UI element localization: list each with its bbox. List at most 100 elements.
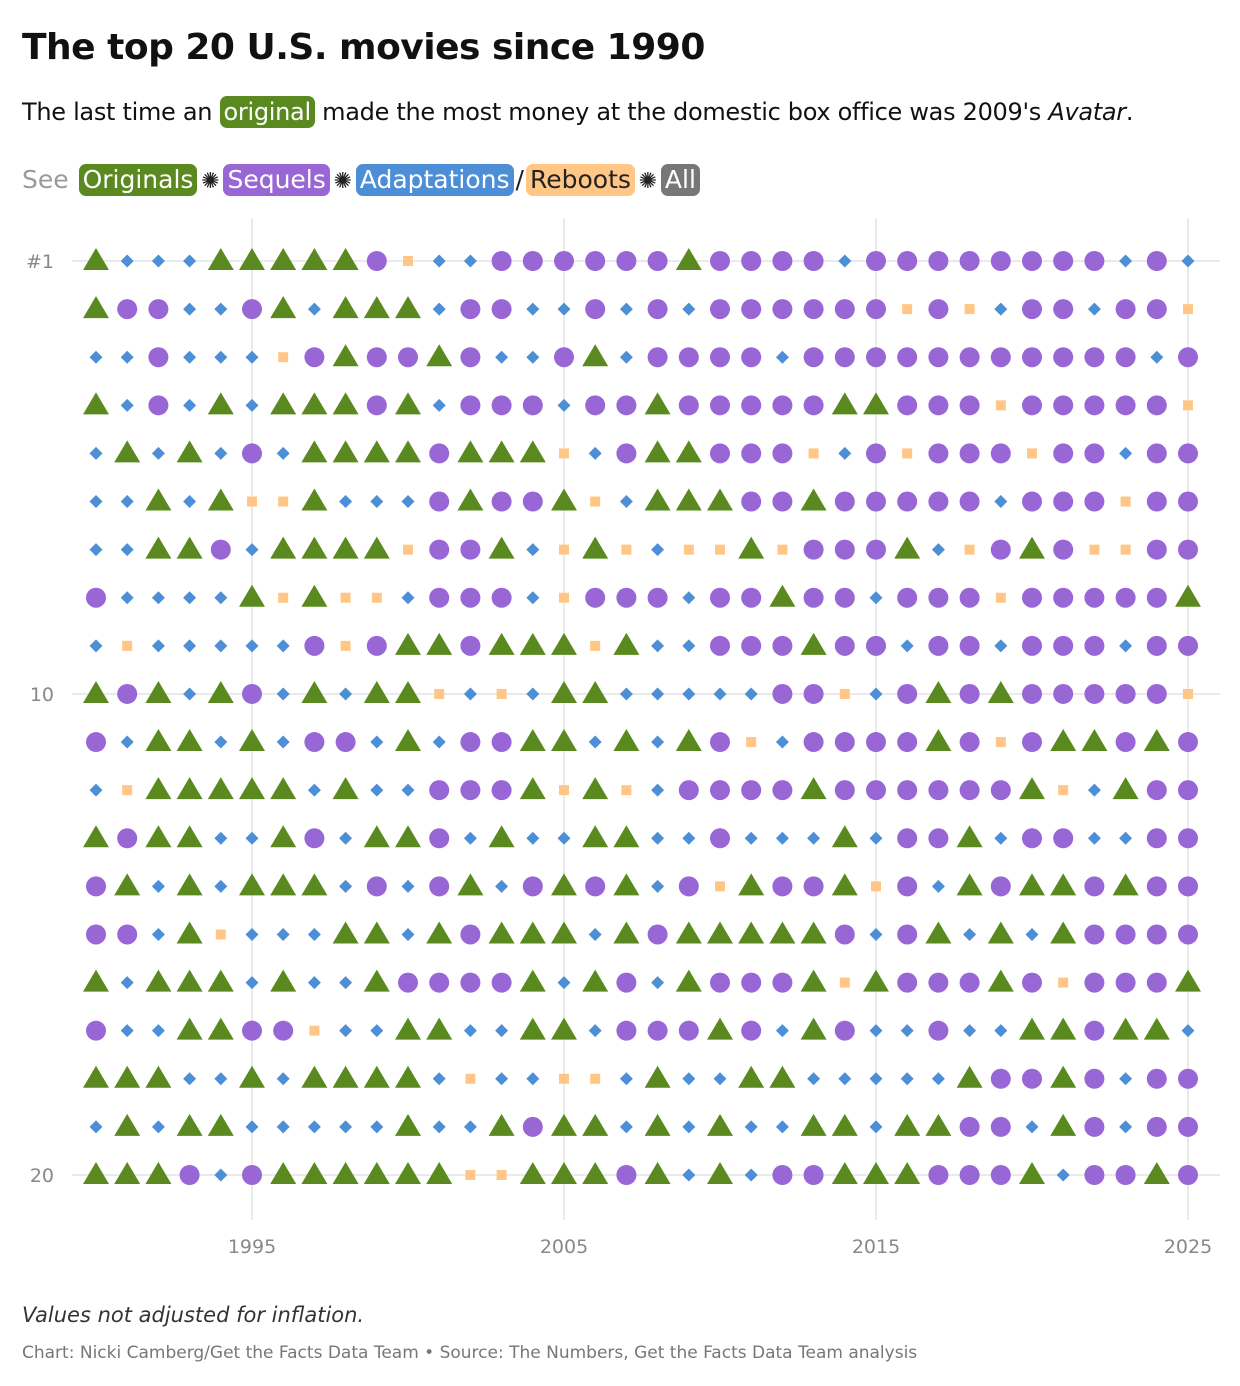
sequel-point: [522, 395, 543, 416]
sequel-point: [366, 347, 387, 368]
original-point: [145, 680, 172, 703]
sequel-point: [834, 299, 855, 320]
original-point: [114, 873, 141, 896]
sequel-point: [959, 732, 980, 753]
sequel-point: [772, 443, 793, 464]
adaptation-point: [183, 1072, 197, 1086]
adaptation-point: [1025, 1120, 1039, 1134]
adaptation-point: [120, 398, 134, 412]
adaptation-point: [401, 927, 415, 941]
adaptation-point: [651, 783, 665, 797]
sequel-point: [429, 587, 450, 608]
original-point: [395, 296, 421, 319]
filter-sequels-button[interactable]: Sequels: [223, 164, 330, 196]
sequel-point: [522, 876, 543, 897]
adaptation-point: [89, 495, 103, 509]
original-point: [800, 632, 827, 655]
original-point: [114, 1113, 141, 1136]
sequel-point: [242, 683, 262, 704]
sequel-point: [117, 299, 138, 320]
original-point: [176, 440, 203, 463]
original-point: [956, 1065, 983, 1088]
sequel-point: [710, 347, 730, 368]
adaptation-point: [214, 879, 228, 893]
sequel-point: [1115, 587, 1136, 608]
original-point: [239, 777, 265, 800]
filter-originals-button[interactable]: Originals: [78, 164, 198, 196]
original-point: [675, 921, 702, 944]
sequel-point: [460, 299, 481, 320]
sequel-point: [928, 587, 949, 608]
separator-star-icon: ✺: [638, 169, 658, 194]
filter-reboots-button[interactable]: Reboots: [525, 164, 635, 196]
sequel-point: [834, 347, 855, 368]
adaptation-point: [682, 831, 696, 845]
original-point: [1019, 536, 1045, 559]
sequel-point: [1022, 828, 1042, 849]
adaptation-point: [89, 543, 103, 557]
adaptation-point: [401, 879, 415, 893]
sequel-point: [928, 972, 949, 993]
reboot-point: [496, 1170, 507, 1180]
sequel-point: [1022, 491, 1042, 512]
adaptation-point: [1181, 1024, 1195, 1038]
sequel-point: [772, 491, 793, 512]
sequel-point: [1022, 635, 1042, 656]
sequel-point: [647, 924, 668, 945]
original-point: [332, 344, 359, 367]
original-point: [519, 440, 546, 463]
original-point: [207, 248, 234, 270]
adaptation-point: [1056, 1168, 1070, 1182]
reboot-point: [1089, 544, 1100, 555]
adaptation-point: [775, 831, 789, 845]
sequel-point: [959, 443, 980, 464]
original-point: [738, 921, 765, 944]
original-point: [551, 729, 577, 752]
original-point: [114, 440, 141, 463]
sequel-point: [678, 1020, 699, 1041]
reboot-point: [1183, 304, 1193, 315]
adaptation-point: [183, 639, 197, 653]
reboot-point: [1183, 400, 1193, 411]
adaptation-point: [994, 302, 1008, 316]
filter-all-button[interactable]: All: [660, 164, 700, 196]
original-point: [519, 777, 546, 800]
original-point: [800, 921, 827, 944]
original-point: [145, 536, 172, 559]
sequel-point: [1053, 587, 1074, 608]
sequel-point: [1178, 1165, 1198, 1185]
reboot-point: [465, 1170, 476, 1180]
adaptation-point: [276, 687, 290, 701]
sequel-point: [647, 1020, 668, 1041]
adaptation-point: [869, 927, 883, 941]
sequel-point: [1115, 1165, 1136, 1185]
sequel-point: [1178, 1068, 1198, 1089]
sequel-point: [834, 1020, 855, 1041]
reboot-point: [371, 592, 382, 603]
sequel-point: [1178, 491, 1198, 512]
adaptation-point: [869, 687, 883, 701]
adaptation-point: [869, 1024, 883, 1038]
original-point: [395, 1065, 421, 1088]
original-point: [831, 392, 858, 415]
original-point: [488, 536, 515, 559]
adaptation-point: [276, 927, 290, 941]
adaptation-point: [245, 350, 259, 364]
sequel-point: [959, 972, 980, 993]
adaptation-point: [120, 976, 134, 990]
sequel-point: [1146, 876, 1167, 897]
adaptation-point: [619, 1072, 633, 1086]
adaptation-point: [120, 543, 134, 557]
original-point: [800, 969, 827, 992]
adaptation-point: [526, 831, 540, 845]
original-point: [1019, 1017, 1045, 1040]
original-point: [925, 729, 952, 752]
original-point: [488, 921, 515, 944]
sequel-point: [990, 1068, 1011, 1089]
adaptation-point: [214, 735, 228, 749]
adaptation-point: [183, 350, 197, 364]
original-point: [863, 1162, 889, 1184]
filter-adaptations-button[interactable]: Adaptations: [355, 164, 514, 196]
adaptation-point: [307, 783, 321, 797]
adaptation-point: [214, 302, 228, 316]
